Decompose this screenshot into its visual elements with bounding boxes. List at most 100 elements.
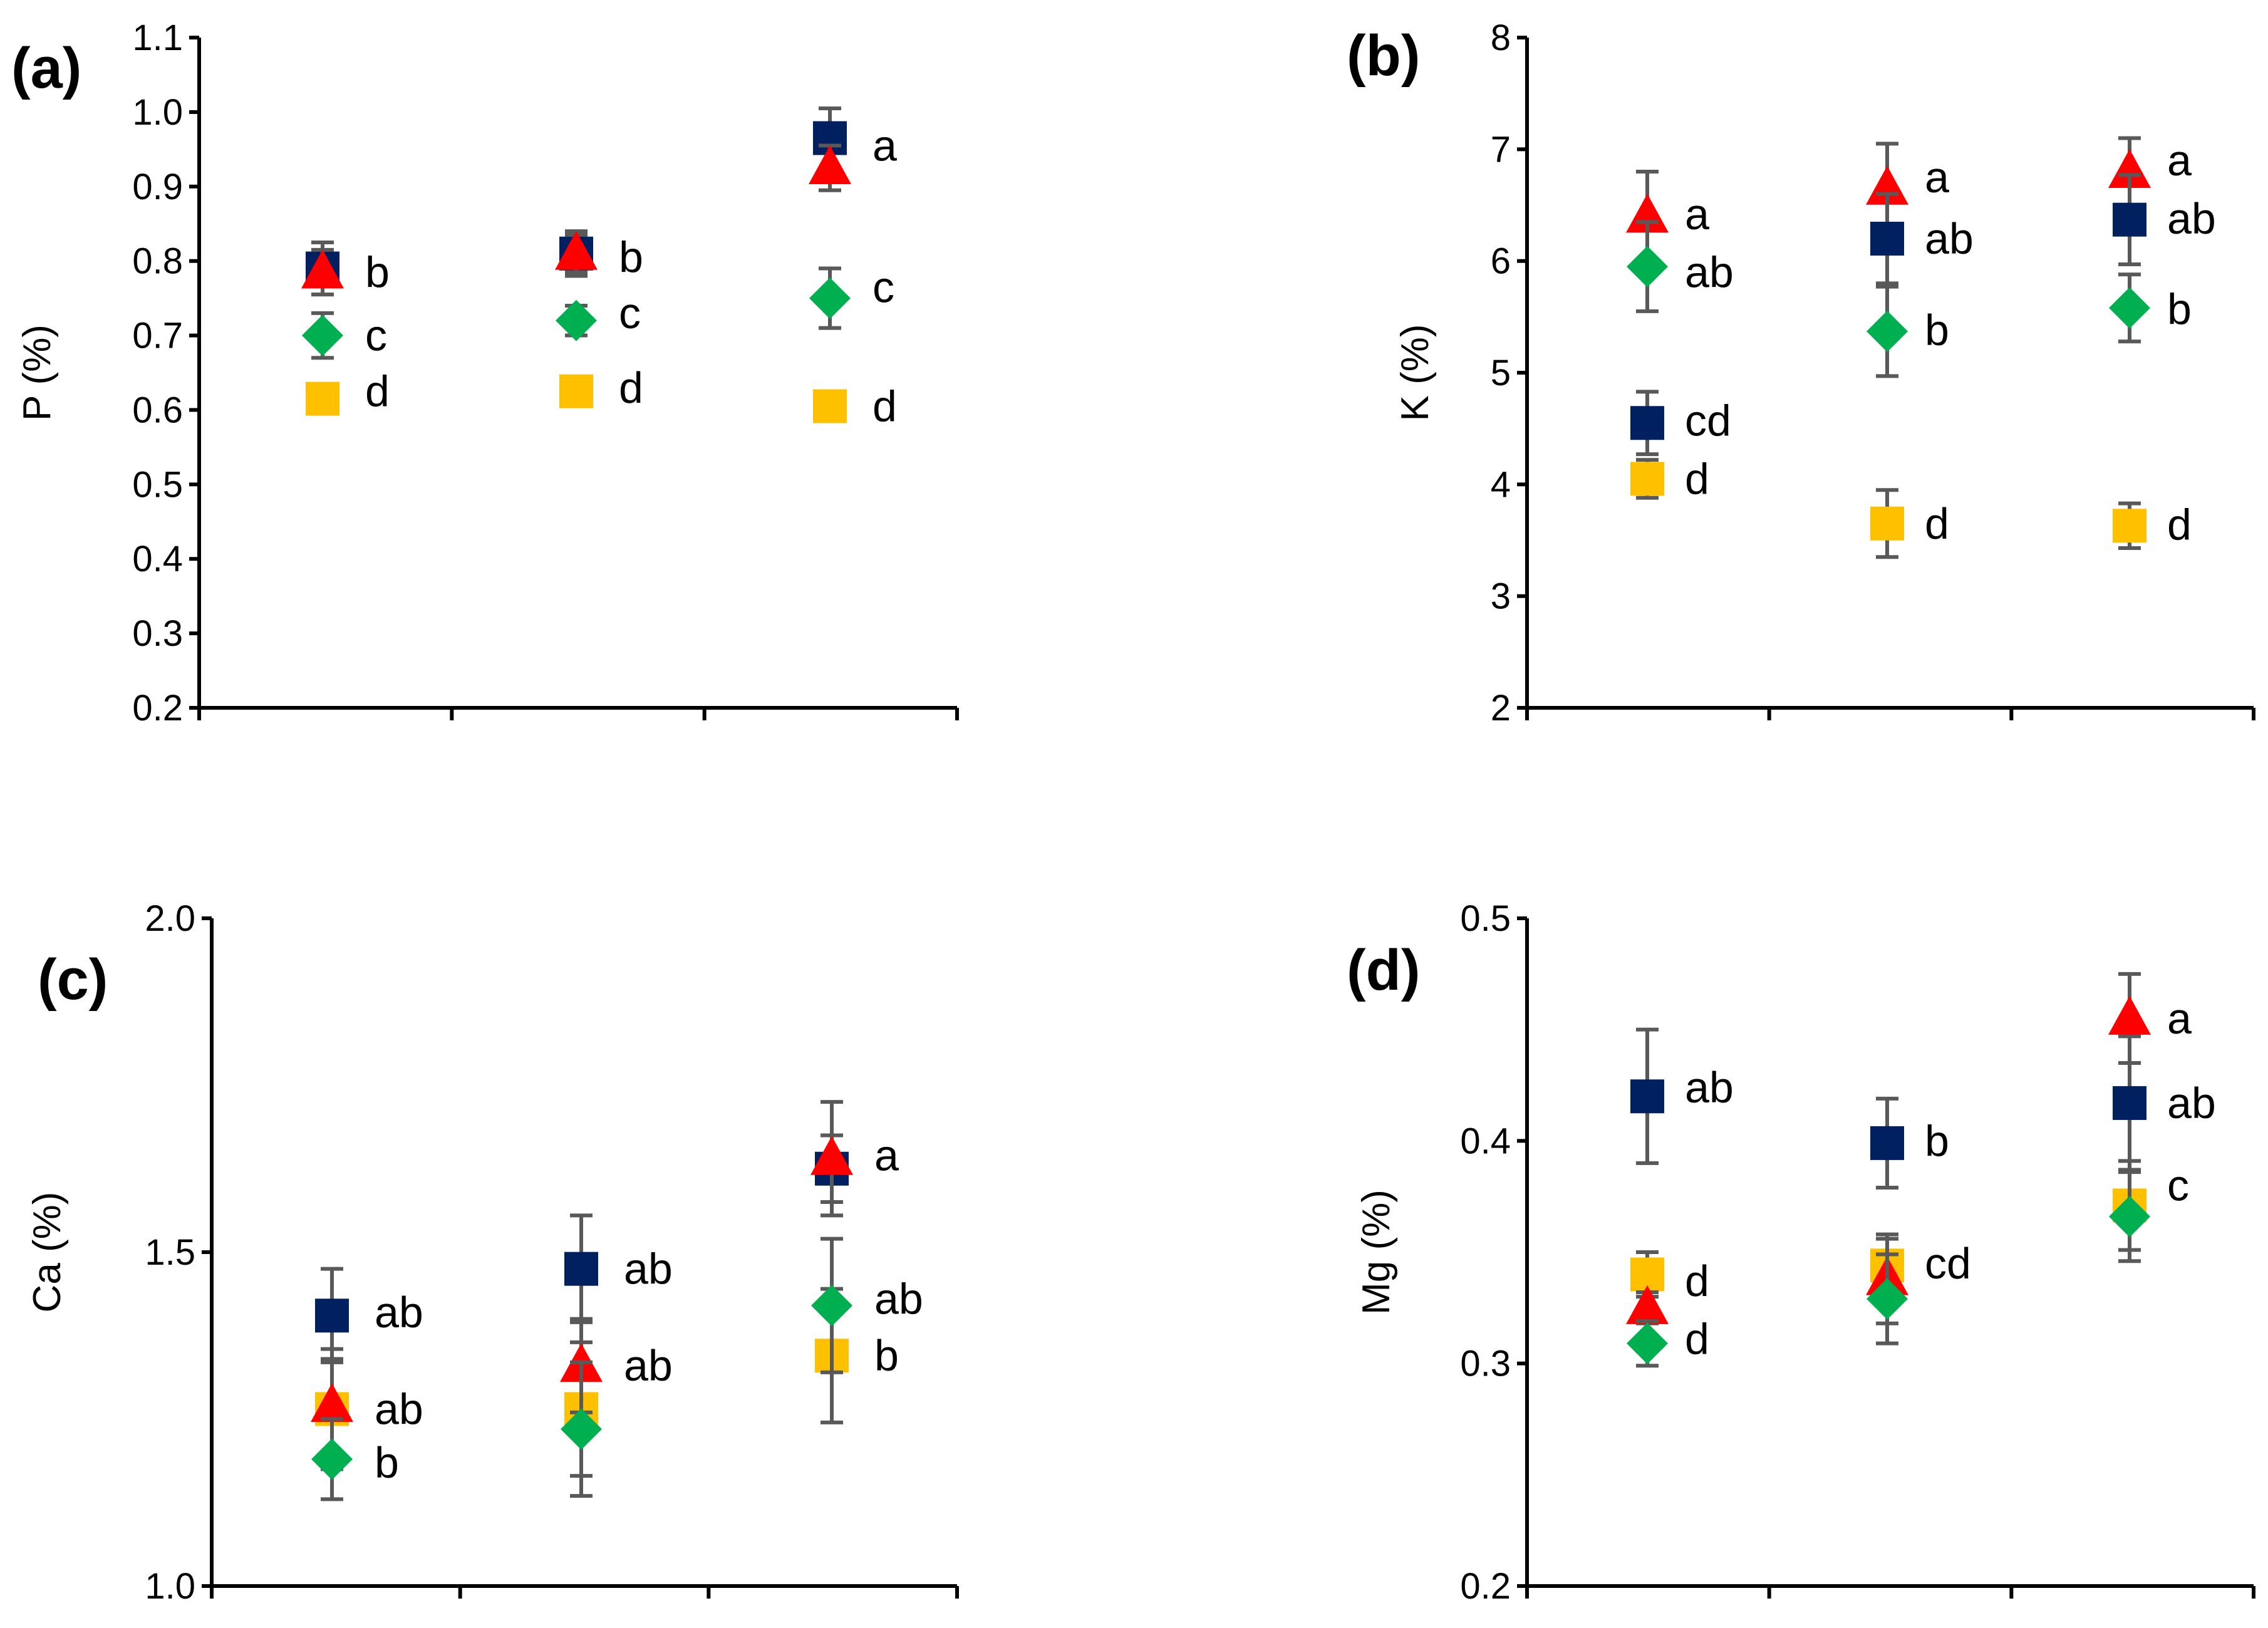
green-diamond-marker	[2109, 287, 2150, 329]
y-tick-label: 0.9	[132, 167, 183, 207]
significance-letter: c	[2167, 1161, 2189, 1210]
green-diamond-marker	[311, 1438, 353, 1480]
y-tick-label: 0.5	[1460, 898, 1511, 939]
y-axis-title: Mg (%)	[1355, 1190, 1398, 1315]
significance-letter: d	[873, 382, 897, 431]
navy-square-marker	[2113, 202, 2146, 237]
panel-label: (b)	[1347, 24, 1420, 88]
red-triangle-marker	[1626, 1285, 1669, 1324]
navy-square-marker	[564, 1252, 598, 1286]
green-diamond-marker	[561, 1408, 602, 1450]
significance-letter: b	[1925, 306, 1949, 355]
significance-letter: d	[1925, 499, 1949, 548]
significance-letter: d	[1685, 1315, 1709, 1364]
significance-letter: a	[873, 121, 897, 170]
significance-letter: ab	[1685, 1063, 1734, 1112]
y-tick-label: 1.1	[132, 18, 183, 58]
y-tick-label: 0.8	[132, 241, 183, 282]
green-diamond-marker	[1867, 311, 1908, 353]
significance-letter: b	[619, 233, 643, 282]
significance-letter: cd	[1925, 1239, 1971, 1288]
significance-letter: ab	[1685, 248, 1734, 297]
yellow-square-marker	[306, 381, 339, 416]
y-tick-label: 0.2	[1460, 1566, 1511, 1607]
y-tick-label: 7	[1491, 129, 1511, 170]
significance-letter: d	[365, 367, 390, 416]
y-tick-label: 1.0	[145, 1566, 195, 1607]
navy-square-marker	[2113, 1086, 2146, 1120]
significance-letter: c	[619, 289, 641, 338]
significance-letter: c	[365, 311, 387, 360]
panel-d: 0.2 0.3 0.4 0.5 Mg (%) (d) ab dd b cd a ab c	[1347, 898, 2255, 1607]
green-diamond-marker	[556, 299, 597, 341]
navy-square-marker	[1630, 1079, 1664, 1114]
yellow-square-marker	[1630, 462, 1664, 496]
significance-letter: ab	[624, 1341, 673, 1390]
panel-label: (d)	[1347, 938, 1420, 1002]
significance-letter: ab	[2167, 194, 2216, 243]
y-axis-title: Ca (%)	[26, 1192, 69, 1313]
green-diamond-marker	[1627, 246, 1668, 288]
panel-a: 0.20.30.40.50.60.70.80.91.01.1P (%)(a)bc…	[11, 18, 959, 728]
y-tick-label: 8	[1491, 18, 1511, 58]
significance-letter: d	[619, 363, 643, 412]
significance-letter: ab	[874, 1275, 923, 1324]
y-tick-label: 0.2	[132, 688, 183, 728]
panel-b: 2 3 4 5 6 7 8 K (%) (b) a ab cd d a ab b d a ab b d	[1347, 18, 2255, 728]
green-diamond-marker	[2109, 1196, 2150, 1238]
significance-letter: b	[365, 248, 390, 297]
significance-letter: d	[1685, 454, 1709, 503]
y-tick-label: 0.4	[132, 539, 183, 579]
green-diamond-marker	[1867, 1278, 1908, 1320]
y-tick-label: 1.5	[145, 1232, 195, 1273]
significance-letter: b	[874, 1331, 899, 1380]
significance-letter: ab	[375, 1385, 423, 1434]
significance-letter: ab	[624, 1245, 673, 1294]
significance-letter: b	[1925, 1116, 1949, 1165]
y-tick-label: 0.4	[1460, 1121, 1511, 1161]
significance-letter: a	[1925, 153, 1949, 202]
significance-letter: cd	[1685, 397, 1731, 445]
y-tick-label: 0.7	[132, 316, 183, 356]
y-axis-title: K (%)	[1394, 324, 1437, 422]
y-tick-label: 3	[1491, 576, 1511, 617]
panel-label: (c)	[38, 948, 108, 1012]
green-diamond-marker	[1627, 1322, 1668, 1364]
y-tick-label: 4	[1491, 464, 1511, 505]
y-axis-title: P (%)	[16, 324, 59, 421]
y-tick-label: 5	[1491, 353, 1511, 393]
navy-square-marker	[1870, 1126, 1904, 1160]
significance-letter: d	[2167, 500, 2192, 549]
red-triangle-marker	[810, 1136, 853, 1175]
red-triangle-marker	[555, 231, 598, 270]
navy-square-marker	[1630, 406, 1664, 440]
y-tick-label: 2	[1491, 688, 1511, 728]
significance-letter: ab	[1925, 214, 1974, 263]
red-triangle-marker	[301, 249, 344, 289]
red-triangle-marker	[311, 1383, 353, 1423]
yellow-square-marker	[2113, 509, 2146, 543]
significance-letter: a	[1685, 190, 1709, 239]
y-tick-label: 0.3	[1460, 1344, 1511, 1384]
navy-square-marker	[1870, 222, 1904, 256]
red-triangle-marker	[809, 145, 851, 185]
red-triangle-marker	[2108, 995, 2151, 1035]
yellow-square-marker	[1870, 506, 1904, 541]
significance-letter: a	[874, 1131, 899, 1180]
y-tick-label: 0.5	[132, 464, 183, 505]
y-tick-label: 0.6	[132, 390, 183, 430]
significance-letter: a	[2167, 136, 2192, 185]
significance-letter: b	[375, 1438, 399, 1487]
significance-letter: ab	[2167, 1079, 2216, 1128]
significance-letter: b	[2167, 284, 2192, 333]
green-diamond-marker	[302, 314, 343, 356]
navy-square-marker	[315, 1299, 349, 1333]
significance-letter: ab	[375, 1288, 423, 1337]
y-tick-label: 0.3	[132, 613, 183, 654]
green-diamond-marker	[809, 277, 851, 319]
significance-letter: c	[873, 262, 894, 311]
yellow-square-marker	[559, 374, 593, 408]
y-tick-label: 2.0	[145, 898, 195, 939]
